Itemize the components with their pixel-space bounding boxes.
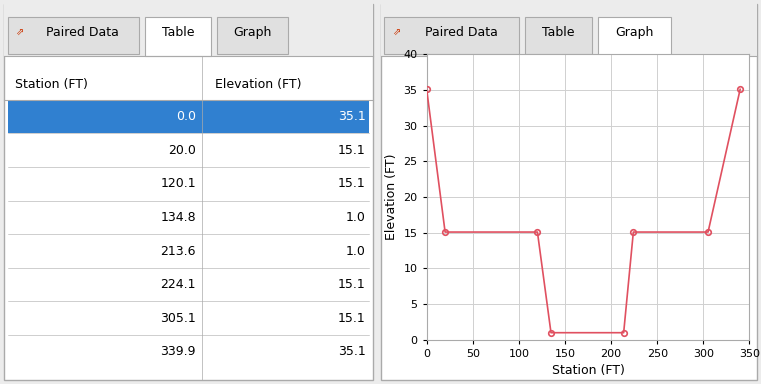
Bar bbox=[217, 17, 288, 54]
Bar bbox=[8, 17, 139, 54]
Y-axis label: Elevation (FT): Elevation (FT) bbox=[385, 154, 398, 240]
Text: 339.9: 339.9 bbox=[161, 345, 196, 358]
Bar bbox=[145, 17, 211, 56]
FancyBboxPatch shape bbox=[4, 4, 373, 380]
Bar bbox=[384, 17, 519, 54]
Text: 1.0: 1.0 bbox=[345, 245, 365, 258]
Bar bbox=[8, 100, 369, 134]
Text: Paired Data: Paired Data bbox=[425, 26, 498, 39]
Text: 134.8: 134.8 bbox=[161, 211, 196, 224]
Bar bbox=[597, 17, 670, 56]
Text: Table: Table bbox=[162, 26, 194, 39]
FancyBboxPatch shape bbox=[380, 4, 757, 380]
Text: 213.6: 213.6 bbox=[161, 245, 196, 258]
Text: 20.0: 20.0 bbox=[168, 144, 196, 157]
Text: ⇗: ⇗ bbox=[392, 28, 400, 38]
Text: 15.1: 15.1 bbox=[338, 278, 365, 291]
Text: Paired Data: Paired Data bbox=[46, 26, 119, 39]
Text: ⇗: ⇗ bbox=[14, 28, 23, 38]
Text: 0.0: 0.0 bbox=[176, 110, 196, 123]
Text: 305.1: 305.1 bbox=[160, 312, 196, 325]
Bar bbox=[524, 17, 592, 54]
Text: 15.1: 15.1 bbox=[338, 177, 365, 190]
Bar bbox=[380, 0, 757, 56]
Text: Graph: Graph bbox=[233, 26, 272, 39]
Text: 15.1: 15.1 bbox=[338, 312, 365, 325]
Text: 35.1: 35.1 bbox=[338, 110, 365, 123]
Text: 15.1: 15.1 bbox=[338, 144, 365, 157]
Text: 120.1: 120.1 bbox=[161, 177, 196, 190]
X-axis label: Station (FT): Station (FT) bbox=[552, 364, 625, 377]
Text: Graph: Graph bbox=[615, 26, 654, 39]
Text: 35.1: 35.1 bbox=[338, 345, 365, 358]
Text: Station (FT): Station (FT) bbox=[15, 78, 88, 91]
Text: 1.0: 1.0 bbox=[345, 211, 365, 224]
Text: 224.1: 224.1 bbox=[161, 278, 196, 291]
Text: Table: Table bbox=[542, 26, 575, 39]
Bar bbox=[4, 0, 373, 56]
Text: Elevation (FT): Elevation (FT) bbox=[215, 78, 301, 91]
